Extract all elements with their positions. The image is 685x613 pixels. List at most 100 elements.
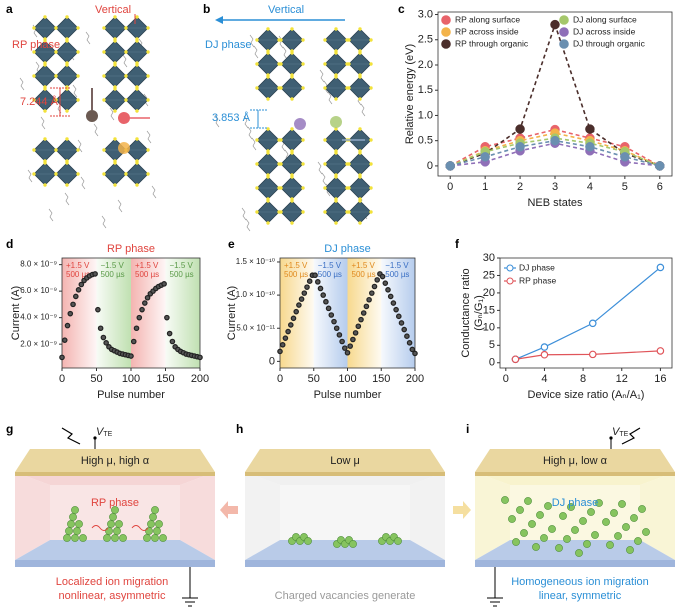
- atom: [347, 210, 351, 214]
- ion: [118, 142, 130, 154]
- band-label: +1.5 V: [284, 261, 308, 270]
- point: [142, 300, 148, 306]
- ion: [622, 523, 630, 531]
- atom: [54, 26, 58, 30]
- atom: [266, 51, 270, 55]
- ion: [155, 520, 163, 528]
- top-label: High μ, low α: [543, 455, 608, 467]
- point: [277, 348, 283, 355]
- legend-label: RP across inside: [455, 26, 519, 36]
- x-tick-label: 6: [657, 181, 663, 193]
- y-tick-label: 5: [489, 339, 495, 351]
- ion: [563, 535, 571, 543]
- point: [550, 19, 560, 30]
- ion: [575, 549, 583, 557]
- atom: [146, 26, 150, 30]
- point: [312, 272, 318, 279]
- point: [588, 319, 597, 328]
- atom: [255, 86, 259, 90]
- organic-chain: [282, 46, 288, 60]
- organic-chain: [245, 218, 251, 232]
- point: [404, 333, 410, 339]
- y-tick-label: 1.0 × 10⁻¹⁰: [236, 290, 275, 299]
- legend-label: RP phase: [519, 275, 556, 285]
- point: [290, 315, 297, 322]
- point: [325, 305, 332, 312]
- y-tick-label: 4.0 × 10⁻⁹: [20, 313, 57, 322]
- ion: [115, 520, 123, 528]
- top-electrode-edge: [245, 472, 445, 476]
- atom: [255, 38, 259, 42]
- atom: [347, 162, 351, 166]
- x-tick-label: 8: [580, 373, 586, 385]
- point: [304, 284, 310, 290]
- organic-chain: [251, 137, 257, 151]
- ion: [67, 520, 75, 528]
- ion: [151, 506, 159, 514]
- organic-chain: [101, 215, 107, 229]
- atom: [255, 138, 259, 142]
- atom: [102, 148, 106, 152]
- point: [409, 346, 416, 353]
- point: [164, 314, 170, 321]
- organic-chain: [253, 45, 259, 59]
- atom: [32, 98, 36, 102]
- point: [136, 314, 143, 321]
- point: [317, 285, 324, 292]
- atom: [76, 26, 80, 30]
- ion: [107, 520, 115, 528]
- band-duration: 500 µs: [385, 270, 409, 279]
- panel-label: d: [6, 237, 13, 251]
- atom: [290, 127, 294, 131]
- ion: [555, 544, 563, 552]
- panel-label: f: [455, 237, 460, 251]
- atom: [334, 51, 338, 55]
- phase-label: DJ phase: [552, 497, 598, 509]
- point: [61, 337, 68, 343]
- atom: [301, 210, 305, 214]
- top-electrode: [245, 449, 445, 472]
- ion: [606, 541, 614, 549]
- y-tick-label: 3.0: [418, 8, 433, 20]
- plot-frame: [437, 11, 673, 177]
- atom: [334, 27, 338, 31]
- atom: [323, 86, 327, 90]
- atom: [334, 221, 338, 225]
- atom: [54, 74, 58, 78]
- ion: [630, 514, 638, 522]
- atom: [65, 161, 69, 165]
- atom: [334, 199, 338, 203]
- organic-chain: [77, 139, 83, 153]
- ion: [614, 532, 622, 540]
- x-tick-label: 200: [191, 373, 209, 385]
- top-electrode-edge: [475, 472, 675, 476]
- point: [588, 350, 597, 359]
- band-duration: 500 µs: [284, 270, 308, 279]
- atom: [113, 161, 117, 165]
- legend-marker: [506, 277, 514, 285]
- panel-label: b: [203, 2, 210, 16]
- atom: [76, 172, 80, 176]
- atom: [369, 62, 373, 66]
- ion: [583, 540, 591, 548]
- caption: Localized ion migration: [56, 576, 169, 588]
- atom: [255, 210, 259, 214]
- organic-chain: [117, 199, 123, 213]
- atom: [135, 15, 139, 19]
- ion: [512, 538, 520, 546]
- ion: [111, 534, 119, 542]
- ion: [610, 509, 618, 517]
- ion: [103, 534, 111, 542]
- atom: [65, 109, 69, 113]
- y-tick-label: 0: [269, 355, 275, 367]
- atom: [323, 162, 327, 166]
- atom: [255, 186, 259, 190]
- point: [550, 135, 560, 146]
- ion: [501, 496, 509, 504]
- ion: [638, 505, 646, 513]
- band-duration: 500 µs: [135, 270, 159, 279]
- y-axis-label: Current (A): [226, 286, 238, 340]
- arrow: [453, 501, 471, 519]
- top-electrode-edge: [15, 472, 215, 476]
- point: [355, 323, 362, 330]
